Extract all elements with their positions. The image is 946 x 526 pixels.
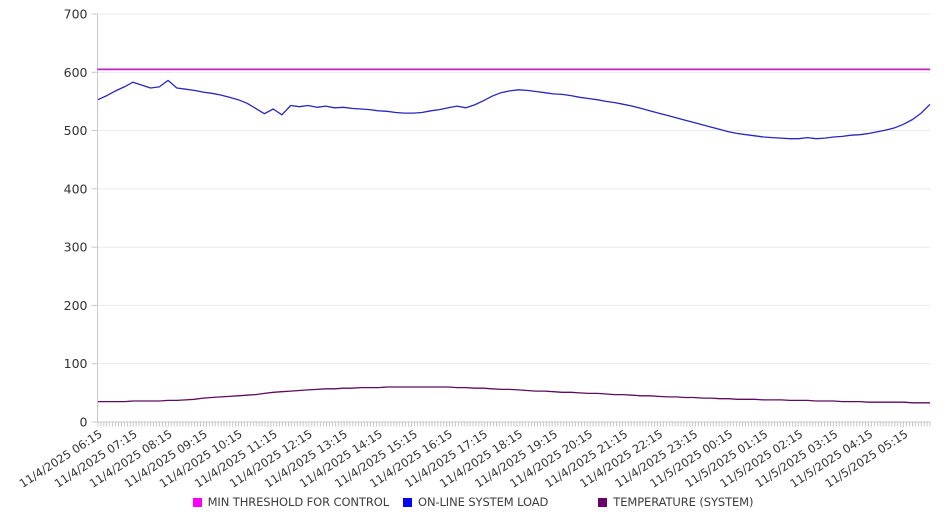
legend-swatch-online-system-load-icon xyxy=(403,497,412,507)
y-axis-label: 700 xyxy=(64,7,88,22)
legend-label-temperature-system: TEMPERATURE (SYSTEM) xyxy=(613,495,754,509)
y-axis-label: 100 xyxy=(64,356,88,371)
chart-legend: MIN THRESHOLD FOR CONTROL ON-LINE SYSTEM… xyxy=(0,495,946,509)
legend-swatch-min-threshold-icon xyxy=(192,497,202,507)
legend-swatch-temperature-system-icon xyxy=(598,497,608,507)
series-line-on-line-system-load xyxy=(97,79,931,140)
series-line-temperature-system xyxy=(98,386,930,404)
legend-label-online-system-load: ON-LINE SYSTEM LOAD xyxy=(418,495,549,509)
y-axis-label: 0 xyxy=(80,415,88,430)
legend-item-temperature-system: TEMPERATURE (SYSTEM) xyxy=(598,495,753,509)
y-axis-label: 500 xyxy=(64,123,88,138)
legend-item-min-threshold: MIN THRESHOLD FOR CONTROL xyxy=(192,495,389,509)
y-axis-label: 300 xyxy=(64,240,88,255)
y-axis-label: 600 xyxy=(64,65,88,80)
legend-label-min-threshold: MIN THRESHOLD FOR CONTROL xyxy=(207,495,389,509)
y-axis-label: 200 xyxy=(64,298,88,313)
y-axis-label: 400 xyxy=(64,181,88,196)
legend-item-online-system-load: ON-LINE SYSTEM LOAD xyxy=(403,495,548,509)
